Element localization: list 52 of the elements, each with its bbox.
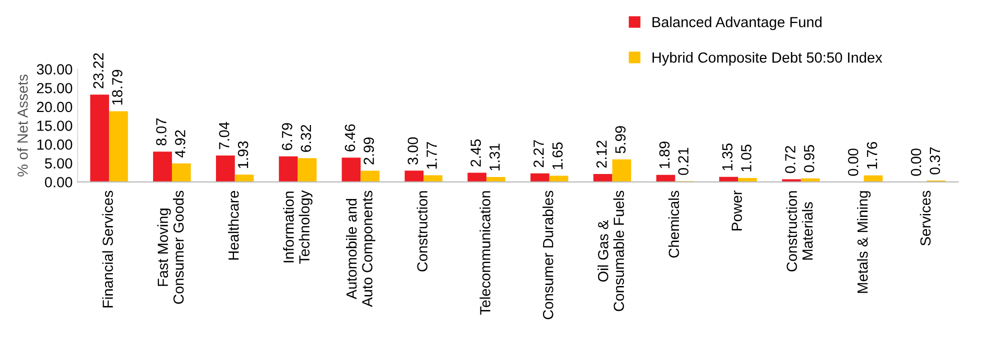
data-label: 2.45 [470,139,481,166]
y-tick-label: 5.00 [44,158,72,169]
y-axis-title: % of Net Assets [17,74,28,176]
x-tick-label: Financial Services [102,190,113,308]
data-label: 0.21 [678,148,688,176]
x-tick-label: Consumer Durables [542,190,554,320]
y-tick-label: 20.00 [36,102,72,112]
data-label: 4.92 [174,130,186,158]
data-label: 2.12 [596,140,607,168]
data-label: 0.37 [930,147,940,174]
x-tick-label: Metals & Mining [857,191,871,293]
data-label: 1.31 [489,144,500,170]
legend-label: Balanced Advantage Fund [652,16,822,30]
data-label: 1.35 [722,144,733,170]
data-label: 7.04 [219,122,230,150]
x-tick-label: Healthcare [228,190,239,260]
data-label: 1.76 [866,142,878,169]
data-label: 1.77 [426,142,437,169]
data-label: 5.99 [615,126,626,154]
x-tick-label: Services [920,190,931,246]
data-label: 6.32 [300,124,312,152]
x-tick-label: Power [732,190,742,230]
data-label: 2.27 [534,140,544,168]
y-tick-label: 0.00 [44,177,72,188]
x-tick-label: Information Technology [283,190,312,264]
data-label: 18.79 [112,70,122,105]
y-tick-label: 15.00 [37,120,72,131]
data-label: 6.79 [282,123,292,150]
x-tick-label: Oil Gas & Consumable Fuels [598,190,624,312]
x-tick-label: Telecommunication [480,191,490,315]
y-tick-label: 25.00 [36,82,72,94]
x-tick-label: Chemicals [668,190,680,258]
data-label: 0.95 [804,145,814,172]
x-tick-label: Fast Moving Consumer Goods [157,190,184,304]
data-label: 3.00 [408,137,418,165]
legend-label: Hybrid Composite Debt 50:50 Index [652,52,882,66]
x-tick-label: Construction [416,191,428,272]
data-label: 8.07 [156,118,166,146]
y-tick-label: 10.00 [37,139,72,150]
x-tick-label: Automobile and Auto Components [346,190,376,307]
data-label: 1.93 [238,141,248,168]
y-tick-label: 30.00 [36,64,72,75]
data-label: 23.22 [93,53,104,88]
data-label: 6.46 [344,124,356,152]
x-tick-label: Construction Materials [786,191,813,272]
data-label: 1.89 [659,142,670,168]
data-label: 1.05 [741,144,752,172]
data-label: 0.00 [910,148,922,176]
data-label: 2.99 [364,137,374,164]
data-label: 0.00 [848,148,858,176]
data-label: 0.72 [785,146,796,174]
data-label: 1.65 [552,142,563,170]
